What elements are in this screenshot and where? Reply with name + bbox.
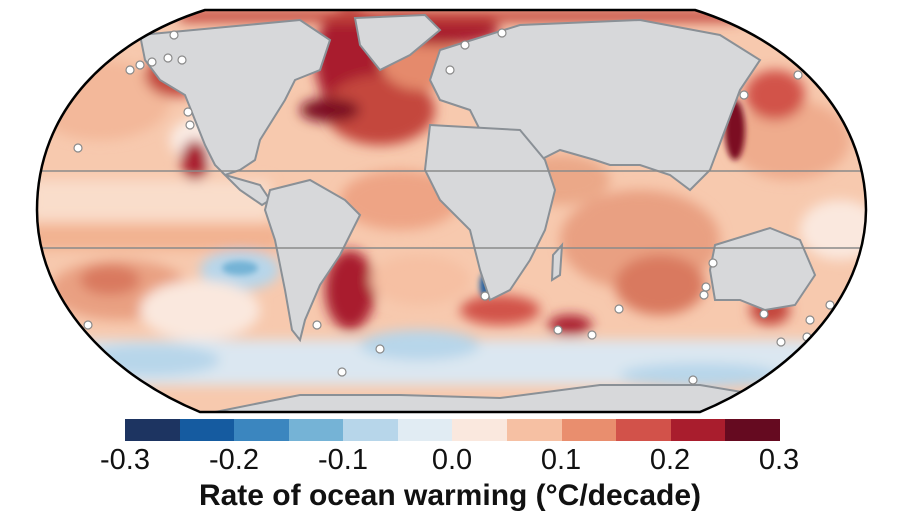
- colorbar-bin: [616, 419, 671, 441]
- colorbar-bin: [670, 419, 726, 441]
- observation-site-markers: [73, 28, 835, 385]
- colorbar-bin: [288, 419, 344, 441]
- colorbar-bin: [725, 419, 780, 441]
- tick-label: 0.3: [758, 444, 800, 476]
- tick-label: 0.1: [540, 444, 582, 476]
- colorbar-bin: [397, 419, 453, 441]
- tick-label: -0.3: [100, 444, 150, 476]
- colorbar-ticks: -0.3 -0.2 -0.1 0.0 0.1 0.2 0.3: [0, 444, 900, 478]
- tick-label: -0.2: [209, 444, 259, 476]
- colorbar-bin: [179, 419, 235, 441]
- colorbar-bin: [507, 419, 562, 441]
- tick-label: -0.1: [318, 444, 368, 476]
- colorbar-bin: [561, 419, 617, 441]
- map-frame: [35, 8, 868, 414]
- tick-label: 0.2: [649, 444, 691, 476]
- colorbar-bin: [452, 419, 508, 441]
- ocean-field: [37, 10, 866, 412]
- tick-label: 0.0: [431, 444, 473, 476]
- colorbar-bin: [234, 419, 289, 441]
- colorbar-bin: [125, 419, 180, 441]
- world-ocean-warming-map: [35, 8, 868, 414]
- colorbar-label: Rate of ocean warming (°C/decade): [198, 479, 702, 512]
- colorbar: [125, 419, 780, 441]
- colorbar-bin: [343, 419, 398, 441]
